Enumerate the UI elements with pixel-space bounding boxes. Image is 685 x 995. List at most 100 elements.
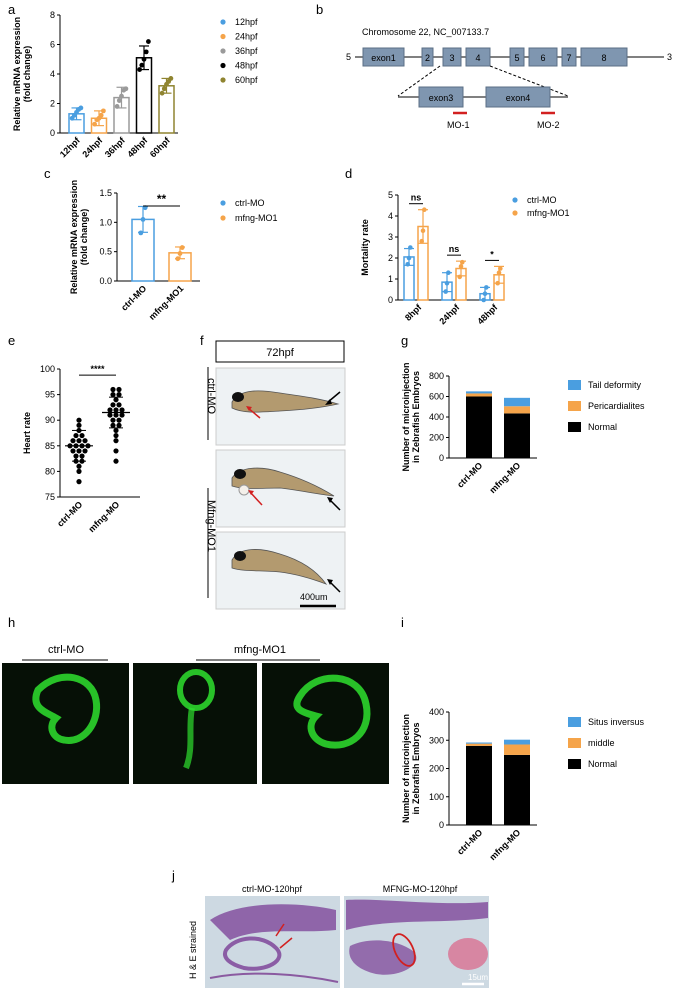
d-x-tick-label: 8hpf <box>403 302 424 323</box>
red-arrowhead-2 <box>248 490 254 495</box>
mo1-label: MO-1 <box>447 120 470 130</box>
e-data-point <box>82 438 88 444</box>
i-x-tick-label: mfng-MO <box>487 827 522 862</box>
embryo-body-3 <box>231 549 328 585</box>
d-data-point <box>498 266 503 271</box>
g-y-tick-label: 400 <box>429 412 444 422</box>
g-stack-segment <box>504 413 530 458</box>
chromosome-title: Chromosome 22, NC_007133.7 <box>362 27 489 37</box>
e-y-tick-label: 90 <box>45 415 55 425</box>
a-data-point <box>141 56 147 62</box>
histo-title-1: ctrl-MO-120hpf <box>242 884 303 894</box>
g-legend-label: Tail deformity <box>588 380 642 390</box>
edema-2 <box>238 484 250 496</box>
c-legend-marker <box>220 200 226 206</box>
a-legend-label: 24hpf <box>235 32 258 42</box>
embryo-eye-3 <box>234 551 246 561</box>
histo-tissue-1a <box>210 904 336 940</box>
a-legend-label: 36hpf <box>235 46 258 56</box>
e-x-tick-label: ctrl-MO <box>55 499 84 528</box>
c-data-point <box>179 245 185 250</box>
zoom-exon4-label: exon4 <box>506 93 531 103</box>
e-data-point <box>113 458 119 464</box>
histo-title-2: MFNG-MO-120hpf <box>383 884 458 894</box>
a-data-point <box>78 105 84 111</box>
zoom-exon3 <box>418 86 464 108</box>
histo-arrow-2 <box>275 923 285 937</box>
c-data-point <box>175 256 181 262</box>
i-stack-segment <box>504 744 530 755</box>
heart-loop-3 <box>293 674 371 749</box>
histology-panel: ctrl-MO-120hpf MFNG-MO-120hpf H & E stra… <box>188 884 489 988</box>
chart-i: 0 100 200 300 400 Number of microinjection in … <box>401 707 645 862</box>
embryo-body-2 <box>231 467 335 497</box>
histo-heart-1 <box>223 936 282 971</box>
e-data-point <box>76 438 82 444</box>
mo2-label: MO-2 <box>537 120 560 130</box>
panel-label-d: d <box>345 166 352 181</box>
embryo-image-2 <box>215 449 346 528</box>
exon-box <box>580 47 628 67</box>
e-y-tick-label: 85 <box>45 441 55 451</box>
chart-e: 75 80 85 90 95 100 Heart rate ctrl-MO mfng-MO ***… <box>22 364 140 534</box>
e-data-point <box>110 417 116 423</box>
d-y-tick-label: 5 <box>388 190 393 200</box>
exon-box <box>561 47 577 67</box>
e-data-point <box>82 448 88 454</box>
exon-label: 3 <box>449 53 454 63</box>
d-data-point <box>405 262 410 267</box>
i-legend-label: Situs inversus <box>588 717 645 727</box>
black-arrowhead-2 <box>327 497 333 503</box>
d-x-tick-label: 48hpf <box>475 302 500 327</box>
i-legend-swatch <box>568 738 581 748</box>
d-y-label: Mortality rate <box>360 219 370 276</box>
exon-label: 2 <box>425 53 430 63</box>
g-legend-swatch <box>568 401 581 411</box>
panel-label-j: j <box>171 868 175 883</box>
a-x-tick-label: 12hpf <box>58 135 83 160</box>
exon-label: 4 <box>475 53 480 63</box>
a-data-point <box>98 112 104 118</box>
panel-label-g: g <box>401 333 408 348</box>
g-legend-label: Normal <box>588 422 617 432</box>
black-arrow-3 <box>329 581 341 593</box>
a-legend-label: 48hpf <box>235 61 258 71</box>
d-legend-marker <box>512 210 518 216</box>
a-legend-marker <box>220 48 226 54</box>
a-legend-label: 12hpf <box>235 17 258 27</box>
e-data-point <box>113 412 119 418</box>
g-stack-segment <box>504 397 530 407</box>
a-data-point <box>116 98 122 103</box>
a-x-tick-label: 36hpf <box>103 135 128 160</box>
e-data-point <box>76 422 82 428</box>
g-y-tick-label: 800 <box>429 371 444 381</box>
d-data-point <box>446 270 451 276</box>
c-y-tick-label: 1.0 <box>99 217 112 227</box>
d-data-point <box>484 285 489 290</box>
zoom-exon3-label: exon3 <box>429 93 454 103</box>
embryo-eye-2 <box>234 469 246 479</box>
d-y-tick-label: 4 <box>388 211 393 221</box>
d-data-point <box>419 238 424 244</box>
d-legend-label: ctrl-MO <box>527 195 557 205</box>
c-y-tick-label: 0.5 <box>99 247 112 257</box>
g-legend-label: Pericardialites <box>588 401 645 411</box>
zoom-line-right <box>489 65 569 97</box>
e-data-point <box>113 397 119 403</box>
zoom-exon4 <box>485 86 551 108</box>
group-label-mfng: Mfng-MO1 <box>205 500 217 552</box>
e-data-point <box>70 448 76 454</box>
g-stack-segment <box>466 393 492 397</box>
d-data-point <box>406 255 412 261</box>
e-y-tick-label: 100 <box>40 364 55 374</box>
d-sig-label: ns <box>411 193 422 203</box>
d-data-point <box>457 274 462 280</box>
a-data-point <box>139 62 145 68</box>
e-data-point <box>73 453 79 459</box>
e-data-point <box>113 438 119 444</box>
e-data-point <box>113 448 119 454</box>
heart-loop-1 <box>32 673 101 744</box>
e-data-point <box>116 417 122 423</box>
